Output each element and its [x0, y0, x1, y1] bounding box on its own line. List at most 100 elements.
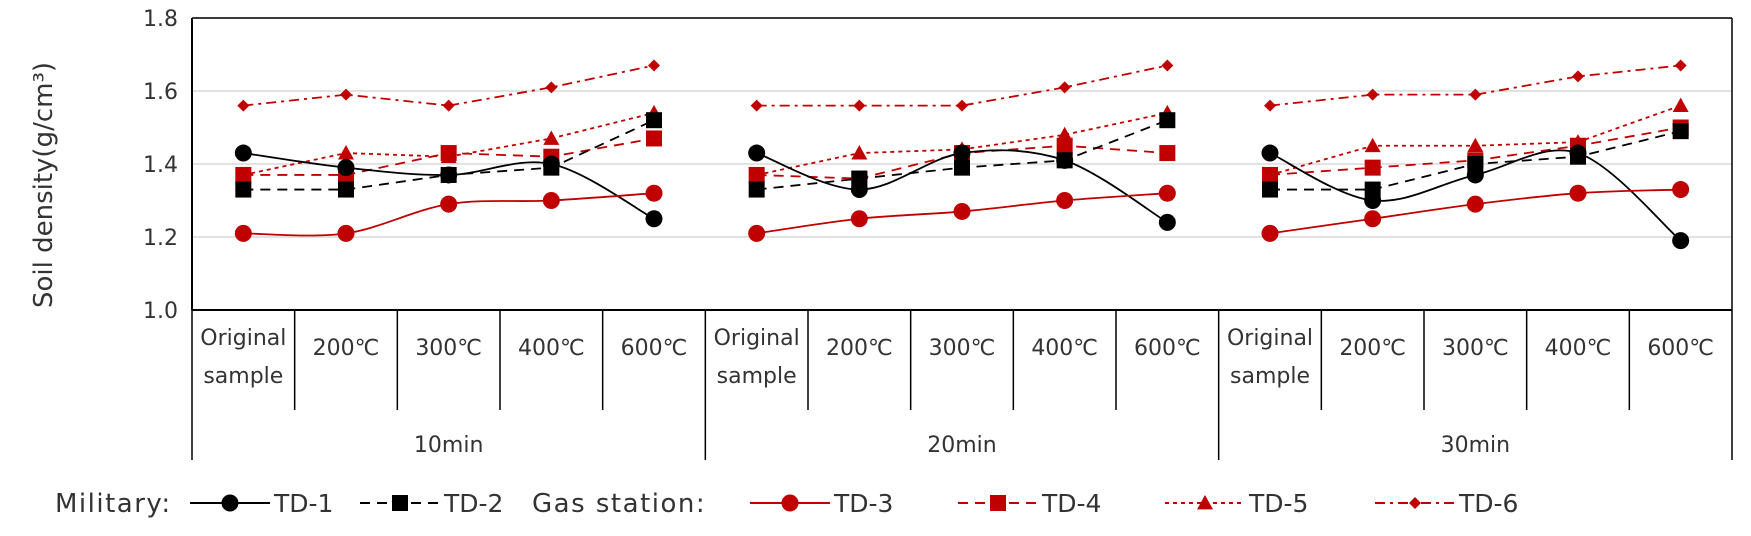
legend-label-td-6: TD-6 [1458, 489, 1518, 518]
data-point-td-6 [1161, 59, 1174, 72]
data-point-td-1 [850, 181, 868, 199]
x-tick-label: 200℃ [826, 336, 893, 361]
legend-label-td-1: TD-1 [273, 489, 333, 518]
data-point-td-6 [1058, 81, 1071, 94]
group-label: 20min [927, 433, 996, 458]
x-tick-label: Original [200, 326, 286, 351]
legend-label-td-3: TD-3 [833, 489, 893, 518]
data-point-td-6 [648, 59, 660, 72]
data-point-td-1 [1364, 192, 1382, 209]
data-point-td-3 [645, 184, 663, 202]
data-point-td-3 [1364, 210, 1382, 228]
data-point-td-3 [1261, 224, 1279, 242]
legend-marker-td-5 [1197, 495, 1213, 510]
legend-label-td-4: TD-4 [1041, 489, 1101, 518]
y-axis-label: Soil density(g/cm³) [29, 62, 59, 308]
x-tick-label: 300℃ [415, 336, 482, 361]
data-point-td-2 [748, 181, 765, 198]
data-point-td-3 [1569, 184, 1587, 202]
data-point-td-5 [1570, 134, 1586, 149]
data-point-td-1 [337, 159, 355, 177]
data-point-td-5 [748, 166, 765, 182]
series-markers [234, 59, 1690, 250]
x-tick-label: 300℃ [929, 336, 996, 361]
data-point-td-4 [1056, 137, 1073, 154]
x-tick-label: 400℃ [1031, 336, 1098, 361]
data-point-td-3 [1056, 192, 1074, 209]
data-point-td-5 [338, 145, 354, 160]
legend-marker-td-2 [392, 495, 408, 511]
data-point-td-4 [646, 130, 662, 147]
data-point-td-6 [442, 99, 455, 112]
legend: Military: TD-1 TD-2 Gas station: TD-3 TD-4 TD-… [55, 489, 1518, 519]
legend-marker-td-1 [221, 494, 239, 512]
data-point-td-6 [1469, 88, 1482, 101]
x-tick-label: sample [717, 364, 797, 389]
data-point-td-3 [1672, 181, 1690, 199]
legend-label-td-2: TD-2 [443, 489, 503, 518]
data-point-td-1 [1056, 151, 1074, 169]
data-point-td-5 [1672, 97, 1689, 112]
series-line-td-5 [756, 112, 1168, 176]
series-line-td-6 [243, 64, 655, 107]
legend-label-td-5: TD-5 [1248, 489, 1308, 518]
data-point-td-3 [748, 224, 766, 242]
data-point-td-3 [953, 202, 971, 220]
legend-marker-td-4 [990, 495, 1006, 511]
data-point-td-6 [237, 99, 250, 112]
data-point-td-5 [1262, 166, 1278, 182]
data-point-td-1 [748, 144, 766, 162]
group-label: 10min [414, 433, 483, 458]
data-point-td-2 [1672, 123, 1689, 140]
data-point-td-1 [440, 166, 458, 184]
axes: 1.0 1.2 1.4 1.6 1.8 Original sample 200℃ 300℃ 400… [143, 7, 1733, 460]
data-point-td-6 [1572, 70, 1584, 83]
data-point-td-3 [1466, 195, 1484, 213]
data-point-td-5 [235, 166, 252, 182]
data-point-td-5 [851, 145, 868, 160]
series-line-td-6 [756, 64, 1168, 107]
data-point-td-6 [1264, 99, 1276, 112]
data-point-td-2 [1262, 181, 1278, 198]
legend-group-label: Gas station: [532, 489, 706, 519]
data-point-td-6 [1366, 88, 1379, 101]
x-tick-label: 600℃ [621, 336, 688, 361]
data-point-td-2 [954, 159, 970, 176]
x-tick-label: Original [1227, 326, 1313, 351]
data-point-td-3 [850, 210, 868, 228]
data-point-td-1 [234, 144, 252, 162]
data-point-td-1 [1569, 144, 1587, 162]
data-point-td-1 [953, 144, 971, 162]
data-point-td-3 [337, 224, 355, 242]
data-point-td-1 [1261, 144, 1279, 162]
series-line-td-5 [243, 112, 655, 176]
x-tick-label: 400℃ [518, 336, 585, 361]
data-point-td-2 [338, 181, 354, 198]
y-tick-label: 1.6 [143, 80, 178, 105]
group-label: 30min [1441, 433, 1510, 458]
data-point-td-5 [1467, 137, 1484, 153]
data-point-td-6 [545, 81, 558, 94]
data-point-td-2 [235, 181, 252, 198]
data-point-td-3 [234, 224, 252, 242]
y-tick-label: 1.8 [143, 7, 178, 32]
data-point-td-6 [750, 99, 763, 112]
x-tick-label: 600℃ [1647, 336, 1714, 361]
x-tick-label: 600℃ [1134, 336, 1201, 361]
data-point-td-6 [853, 99, 866, 112]
legend-marker-td-3 [781, 494, 799, 512]
data-point-td-5 [1056, 126, 1073, 142]
data-point-td-3 [1158, 184, 1176, 202]
data-point-td-2 [1159, 112, 1176, 129]
data-point-td-1 [1466, 166, 1484, 184]
data-point-td-6 [340, 88, 352, 101]
x-tick-label: 200℃ [313, 336, 380, 361]
data-point-td-5 [440, 148, 457, 164]
x-tick-label: Original [714, 326, 800, 351]
data-point-td-6 [1674, 59, 1687, 72]
y-tick-label: 1.2 [143, 226, 178, 251]
x-tick-label: sample [1230, 364, 1310, 389]
data-point-td-6 [956, 99, 968, 112]
data-point-td-1 [1158, 213, 1176, 231]
